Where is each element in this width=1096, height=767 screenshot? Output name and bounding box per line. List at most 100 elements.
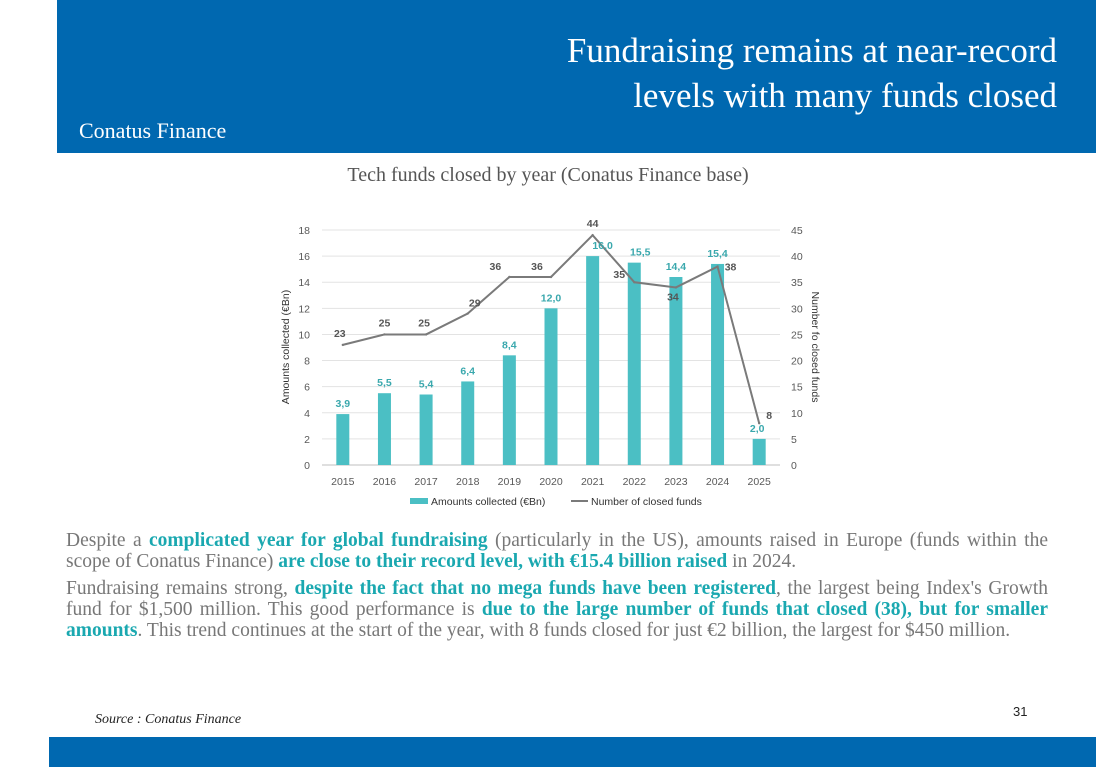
line-data-label: 36 [490,261,502,273]
y-left-tick-label: 12 [298,303,310,315]
bar-amount [502,355,516,465]
p1-text-a: Despite a [66,530,149,551]
line-point [591,234,594,237]
line-data-label: 44 [587,218,599,230]
title-line-1: Fundraising remains at near-record [566,31,1057,70]
y-right-tick-label: 25 [791,329,803,341]
page-title: Fundraising remains at near-record level… [357,28,1057,118]
bar-amount [669,277,683,465]
y-right-tick-label: 40 [791,251,803,263]
line-point [549,275,553,279]
line-data-label: 25 [379,317,391,329]
line-data-label: 29 [469,298,481,310]
line-point [508,275,511,279]
p2-highlight-1: despite the fact that no mega funds have… [294,578,777,599]
line-data-label: 25 [418,317,430,329]
line-point [424,333,428,336]
paragraph-2: Fundraising remains strong, despite the … [66,578,1048,641]
line-data-label: 35 [613,269,625,281]
x-tick-label: 2020 [539,476,563,488]
p2-text-c: . This trend continues at the start of t… [137,620,1011,641]
x-tick-label: 2025 [748,476,772,488]
y-right-tick-label: 0 [791,460,797,472]
y-left-tick-label: 10 [298,329,310,341]
x-tick-label: 2018 [456,476,480,488]
y-right-tick-label: 5 [791,434,797,446]
y-right-tick-label: 20 [791,356,803,368]
x-tick-label: 2016 [373,476,397,488]
x-tick-label: 2015 [331,476,355,488]
line-point [757,422,761,425]
bar-amount [752,438,766,465]
p2-highlight-2: due to the large number of funds that cl… [66,599,1048,641]
bar-amount [461,381,475,465]
bar-amount [627,262,641,465]
x-tick-label: 2024 [706,476,730,488]
page-number: 31 [1013,704,1028,719]
body-text: Despite a complicated year for global fu… [66,530,1048,647]
line-data-label: 34 [667,291,679,303]
legend-label-line: Number of closed funds [591,496,702,508]
brand-name: Conatus Finance [79,118,227,143]
line-data-label: 38 [725,262,737,274]
bar-amount [419,394,433,465]
x-tick-label: 2022 [623,476,647,488]
x-tick-label: 2017 [414,476,438,488]
y-right-tick-label: 30 [791,303,803,315]
bar-data-label: 15,5 [630,247,651,259]
p1-text-c: in 2024. [727,551,797,572]
line-point [383,333,386,336]
y-right-tick-label: 45 [791,225,803,237]
bar-data-label: 6,4 [460,365,475,377]
line-point [341,343,345,347]
bar-data-label: 14,4 [666,261,687,273]
y-left-tick-label: 2 [304,434,310,446]
bar-data-label: 2,0 [750,423,765,435]
chart-title: Tech funds closed by year (Conatus Finan… [347,164,749,186]
y-right-tick-label: 35 [791,277,803,289]
p1-text-b: (particularly in the US), amounts raised… [66,530,1048,572]
bar-data-label: 5,4 [419,379,434,391]
y-left-tick-label: 16 [298,251,310,263]
line-data-label: 36 [531,261,543,273]
bar-data-label: 15,4 [707,248,728,260]
paragraph-1: Despite a complicated year for global fu… [66,530,1048,572]
title-line-2: levels with many funds closed [633,76,1057,115]
y-right-axis-title: Number fo closed funds [809,292,821,403]
y-right-tick-label: 10 [791,408,803,420]
line-point [674,286,678,289]
y-left-axis-title: Amounts collected (€Bn) [280,290,292,404]
p1-highlight-1: complicated year for global fundraising [148,530,488,551]
legend-label-bars: Amounts collected (€Bn) [431,496,545,508]
bar-data-label: 8,4 [502,339,517,351]
x-tick-label: 2023 [664,476,688,488]
y-left-tick-label: 14 [298,277,310,289]
bar-data-label: 5,5 [377,377,392,389]
bar-amount [711,263,725,465]
bar-amount [336,414,350,465]
x-tick-label: 2021 [581,476,605,488]
line-point [466,312,469,315]
bar-data-label: 3,9 [336,398,351,410]
line-data-label: 8 [766,410,772,422]
bar-amount [377,393,391,465]
p1-highlight-2: are close to their record level, with €1… [278,551,728,572]
y-left-tick-label: 18 [298,225,310,237]
line-point [633,281,636,284]
x-tick-label: 2019 [498,476,522,488]
legend-swatch-bars [410,498,428,504]
y-left-tick-label: 6 [304,382,310,394]
bar-data-label: 12,0 [541,292,562,304]
y-right-tick-label: 15 [791,382,803,394]
p2-text-b: , the largest being Index's Growth fund … [66,578,1048,620]
y-left-tick-label: 0 [304,460,310,472]
bar-amount [586,256,600,465]
bar-amount [544,308,558,465]
p2-text-a: Fundraising remains strong, [66,578,295,599]
line-point [716,265,719,268]
footer-banner [49,737,1096,767]
y-left-tick-label: 8 [304,356,310,368]
bar-data-label: 16,0 [592,240,613,252]
y-left-tick-label: 4 [304,408,310,420]
